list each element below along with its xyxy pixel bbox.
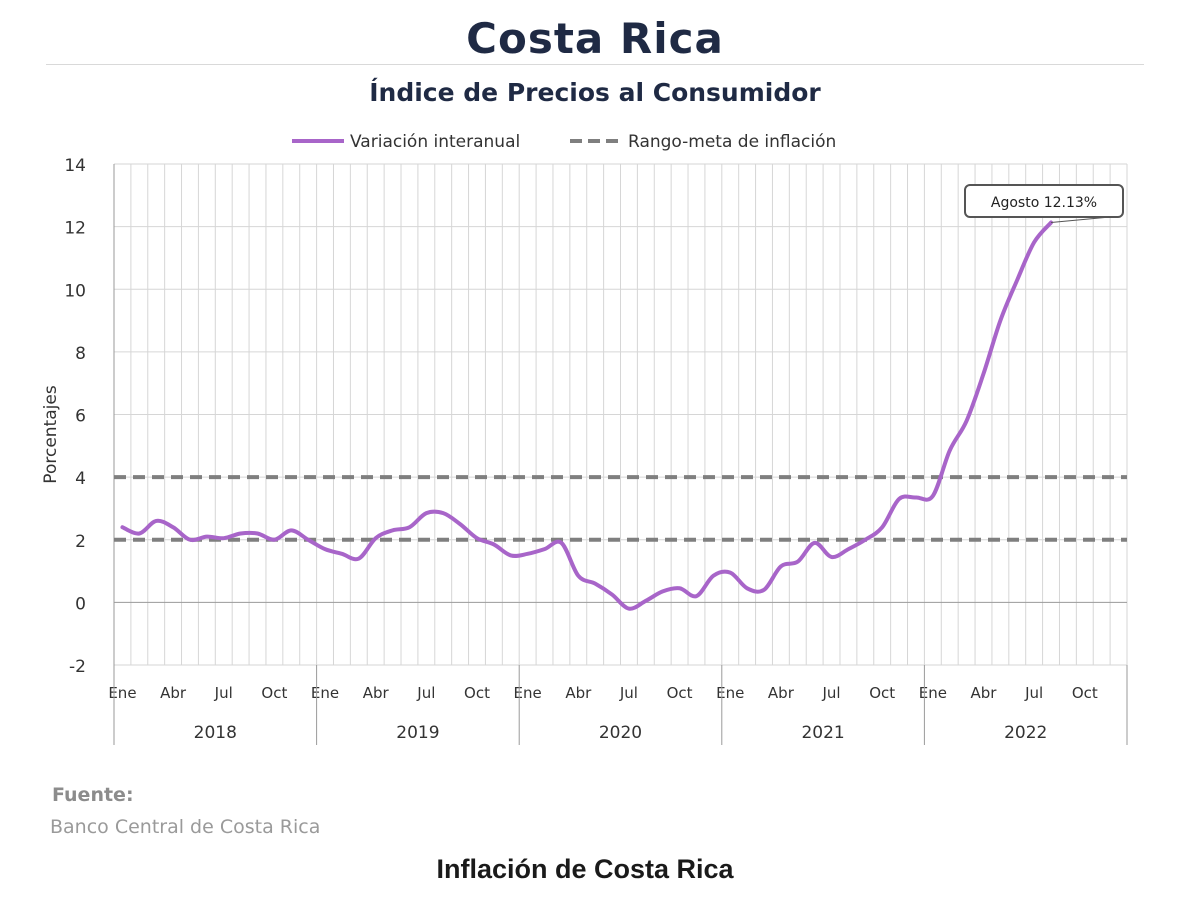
title-divider — [46, 64, 1144, 65]
chart-subtitle: Índice de Precios al Consumidor — [369, 78, 821, 107]
x-tick-label: Jul — [619, 684, 638, 702]
x-tick-label: Ene — [311, 684, 339, 702]
inflation-chart: -2 0 2 4 6 8 10 12 14 Porcentajes Ene Abr Jul Oct 2018… — [41, 132, 1128, 745]
year-label: 2022 — [1004, 723, 1047, 743]
x-tick-label: Abr — [768, 684, 795, 702]
x-tick-label: Ene — [716, 684, 744, 702]
annotation-leader — [1050, 216, 1111, 224]
x-tick-label: Oct — [261, 684, 287, 702]
x-tick-label: Oct — [1072, 684, 1098, 702]
x-tick-label: Abr — [363, 684, 390, 702]
year-label: 2021 — [801, 723, 844, 743]
x-tick-label: Jul — [821, 684, 840, 702]
y-tick-label: 4 — [75, 469, 86, 489]
target-range-lines — [114, 475, 1127, 542]
grid — [113, 163, 1128, 666]
y-tick-label: 14 — [64, 156, 86, 176]
legend-label-variacion: Variación interanual — [350, 132, 520, 152]
source-value: Banco Central de Costa Rica — [50, 816, 321, 838]
chart-title: Costa Rica — [466, 14, 724, 63]
annotation-box — [964, 184, 1124, 218]
year-label: 2020 — [599, 723, 642, 743]
x-tick-label: Jul — [214, 684, 233, 702]
x-tick-label: Jul — [1024, 684, 1043, 702]
x-tick-label: Ene — [919, 684, 947, 702]
x-tick-label: Abr — [565, 684, 592, 702]
x-tick-label: Abr — [160, 684, 187, 702]
y-tick-label: 12 — [64, 219, 86, 239]
x-tick-label: Ene — [514, 684, 542, 702]
image-caption: Inflación de Costa Rica — [436, 854, 734, 884]
year-label: 2018 — [194, 723, 237, 743]
y-tick-label: 10 — [64, 281, 86, 301]
y-tick-label: 6 — [75, 407, 86, 427]
annotation-label: Agosto 12.13% — [991, 195, 1097, 211]
year-label: 2019 — [396, 723, 439, 743]
x-tick-label: Jul — [416, 684, 435, 702]
legend: Variación interanual Rango-meta de inflac… — [292, 132, 836, 152]
y-tick-label: 0 — [75, 594, 86, 614]
y-tick-label: 8 — [75, 344, 86, 364]
series-layer — [120, 220, 1054, 611]
axes: -2 0 2 4 6 8 10 12 14 Porcentajes Ene Abr Jul Oct 2018… — [41, 156, 1128, 745]
annotation: Agosto 12.13% — [964, 184, 1124, 224]
x-tick-label: Oct — [464, 684, 490, 702]
source-label: Fuente: — [52, 784, 134, 806]
legend-label-rango: Rango-meta de inflación — [628, 132, 836, 152]
x-tick-label: Oct — [667, 684, 693, 702]
y-tick-label: -2 — [69, 657, 86, 677]
series-line-variacion-interanual — [120, 220, 1054, 611]
x-tick-label: Ene — [108, 684, 136, 702]
y-axis-label: Porcentajes — [41, 385, 61, 484]
x-tick-label: Oct — [869, 684, 895, 702]
x-tick-label: Abr — [971, 684, 998, 702]
y-tick-label: 2 — [75, 532, 86, 552]
